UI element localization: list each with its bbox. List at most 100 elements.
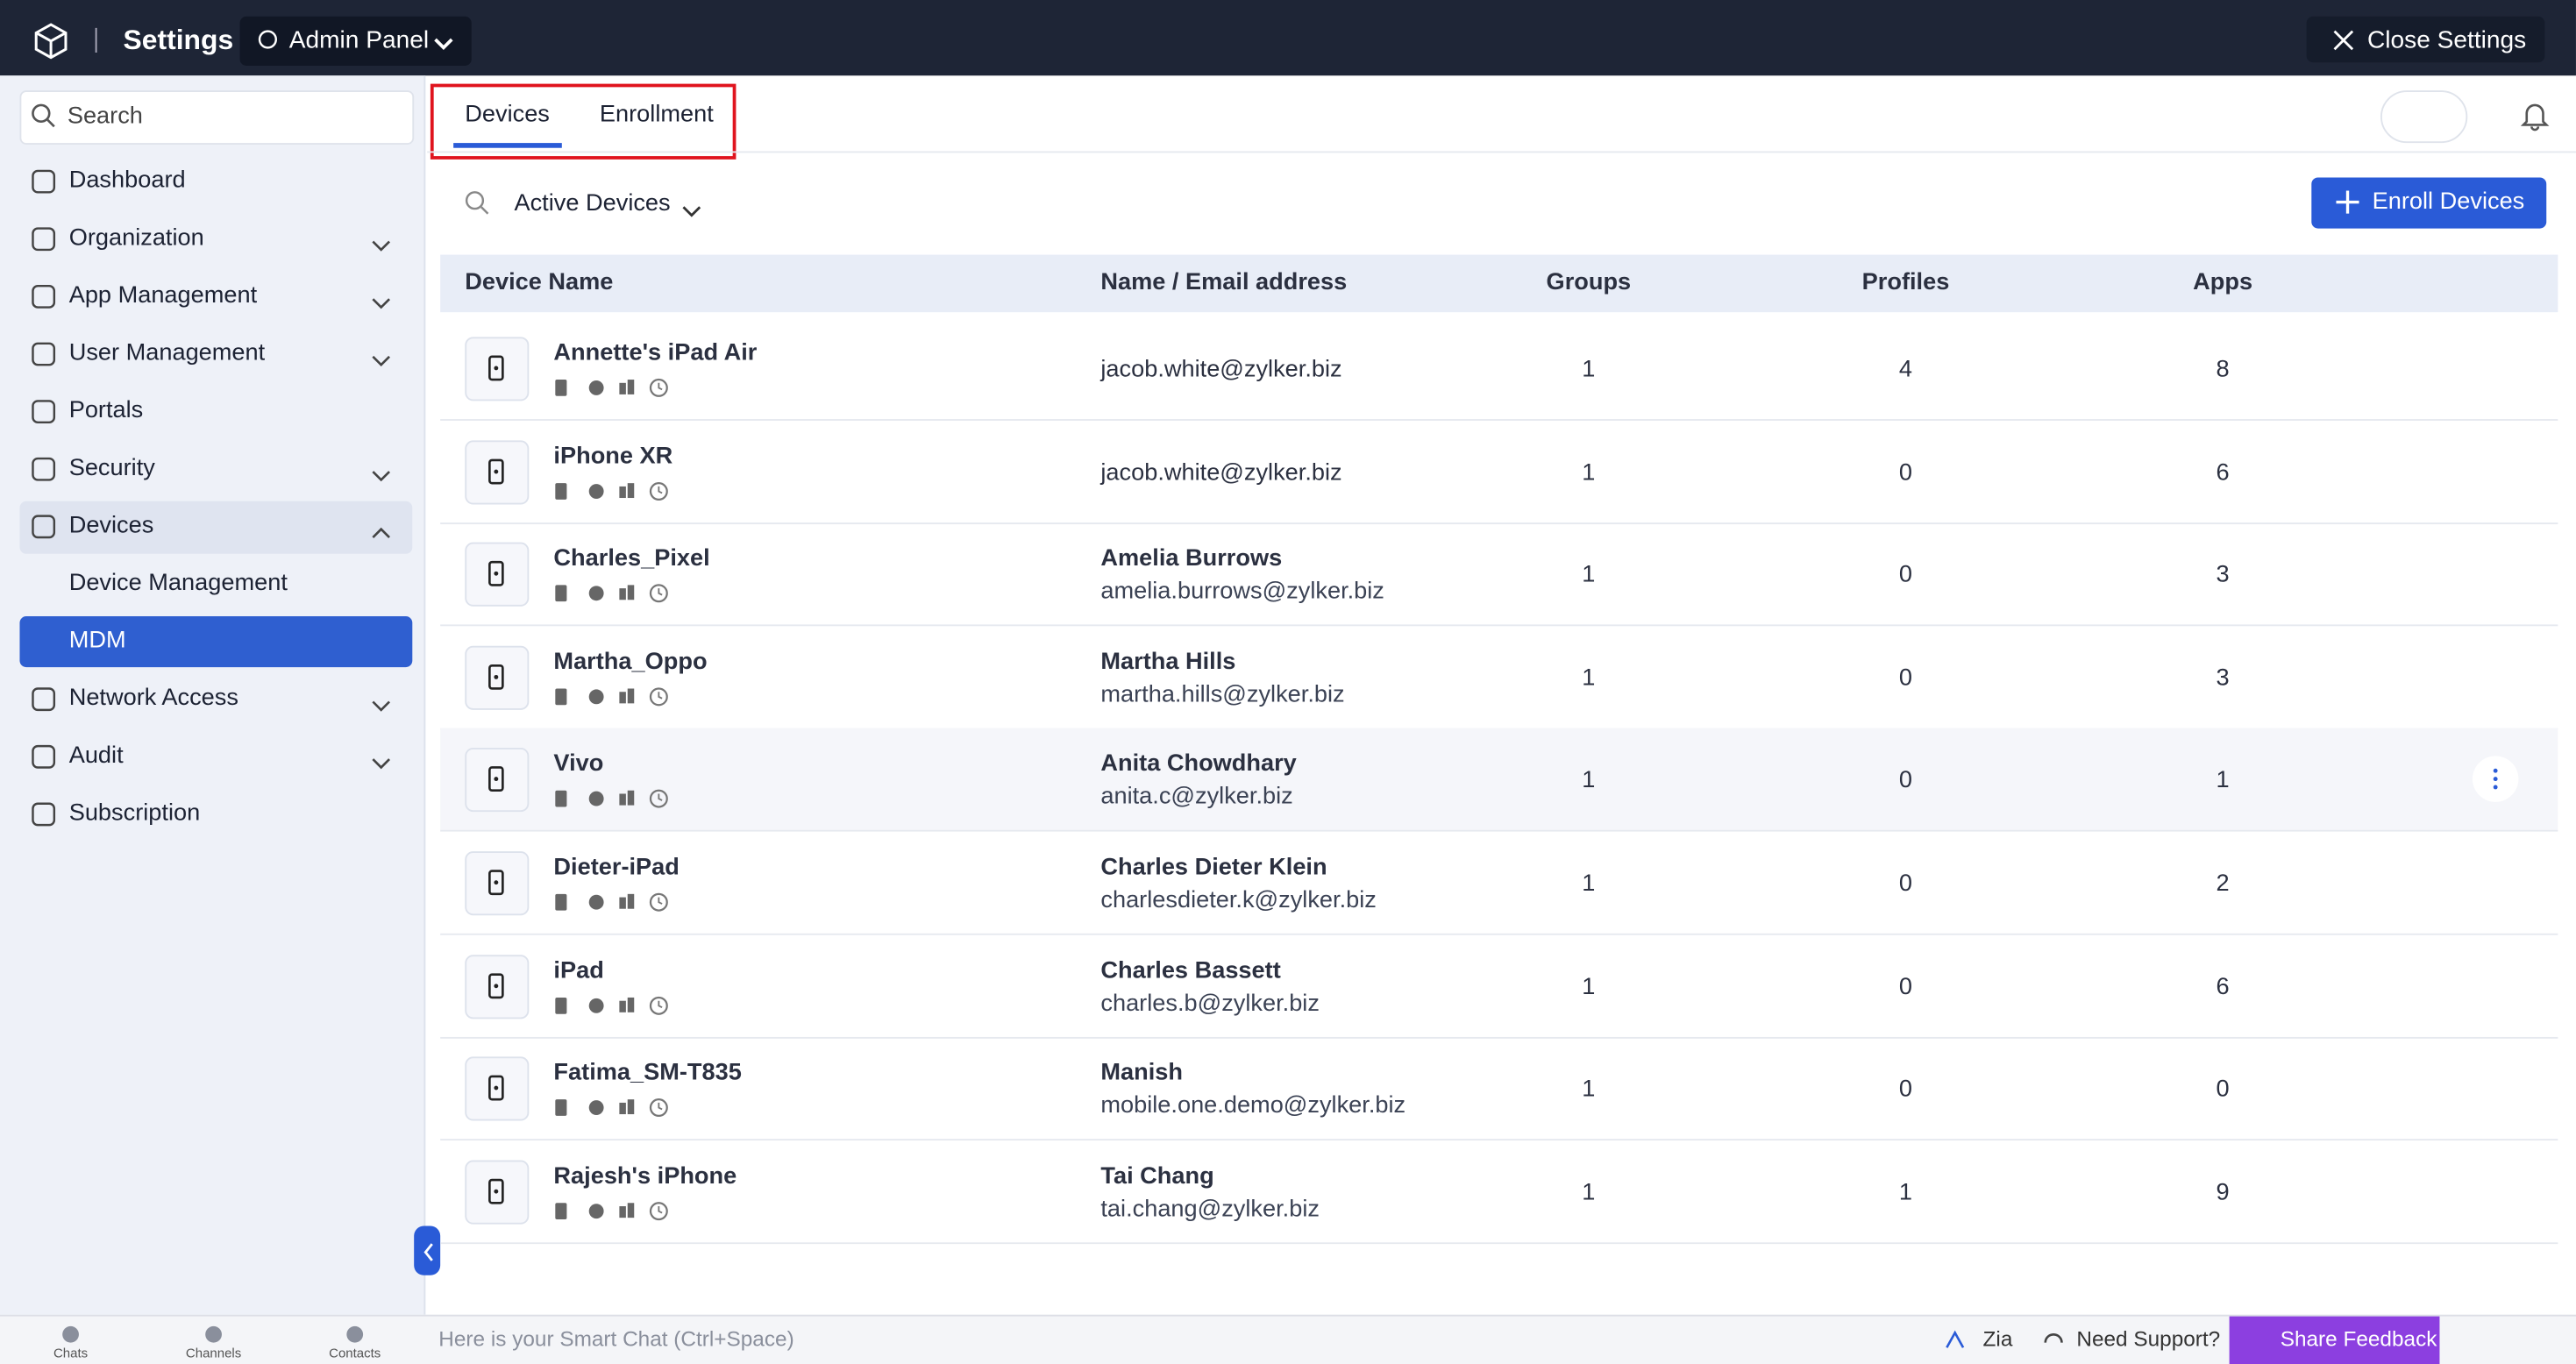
collapse-chevron <box>423 1240 436 1261</box>
column-header: Device Name <box>465 269 614 296</box>
menu-item[interactable]: Portals <box>68 397 144 424</box>
menu-item[interactable]: Subscription <box>68 799 201 827</box>
active-group <box>19 501 413 554</box>
chevron <box>434 32 453 51</box>
plus-icon <box>2336 190 2359 214</box>
row-divider <box>440 1139 2558 1141</box>
device-icon <box>487 561 504 587</box>
row-divider <box>440 1036 2558 1039</box>
tab-highlight <box>430 83 737 160</box>
device-name[interactable]: Fatima_SM-T835 <box>553 1060 742 1087</box>
cell-profiles: 1 <box>1898 1179 1913 1206</box>
tab-underline <box>453 143 562 148</box>
row-divider <box>440 830 2558 833</box>
device-icon <box>487 1075 504 1101</box>
menu-item[interactable]: Audit <box>68 742 124 770</box>
cell-groups: 1 <box>1582 1076 1596 1104</box>
cell-profiles: 0 <box>1898 459 1913 487</box>
footer-app-icon <box>59 1323 82 1343</box>
status-icons <box>553 993 672 1015</box>
device-icon <box>487 766 504 792</box>
panel-button[interactable] <box>239 16 472 66</box>
chat-icon-button[interactable] <box>2380 90 2468 144</box>
menu-item[interactable]: App Management <box>68 282 258 309</box>
app-title: Settings <box>123 25 234 56</box>
owner-name: Martha Hills <box>1100 649 1236 676</box>
cell-groups: 1 <box>1582 664 1596 692</box>
submenu-item[interactable]: Device Management <box>68 570 288 597</box>
menu-icon <box>32 400 56 424</box>
menu-item[interactable]: Organization <box>68 224 204 252</box>
cell-apps: 9 <box>2216 1179 2230 1206</box>
cell-apps: 2 <box>2216 870 2230 898</box>
cell-groups: 1 <box>1582 459 1596 487</box>
submenu-item[interactable]: MDM <box>68 628 126 655</box>
owner-email: mobile.one.demo@zylker.biz <box>1100 1093 1406 1120</box>
logo <box>34 23 68 60</box>
cell-groups: 1 <box>1582 768 1596 795</box>
device-name[interactable]: Vivo <box>553 751 604 778</box>
cell-groups: 1 <box>1582 973 1596 1000</box>
cell-profiles: 0 <box>1898 973 1913 1000</box>
cell-profiles: 0 <box>1898 768 1913 795</box>
zia[interactable]: Zia <box>1982 1325 2013 1352</box>
feedback-button[interactable] <box>2229 1316 2440 1364</box>
cell-apps: 6 <box>2216 459 2230 487</box>
owner-email: amelia.burrows@zylker.biz <box>1100 579 1384 606</box>
device-name[interactable]: Rajesh's iPhone <box>553 1162 737 1190</box>
cell-profiles: 0 <box>1898 664 1913 692</box>
filter-search-icon <box>465 190 489 215</box>
chevron <box>371 289 390 309</box>
menu-item[interactable]: Network Access <box>68 685 238 712</box>
device-name[interactable]: Martha_Oppo <box>553 649 708 676</box>
device-icon <box>487 972 504 998</box>
search-box[interactable] <box>19 90 415 145</box>
menu-item[interactable]: Security <box>68 455 155 482</box>
menu-icon <box>32 515 56 539</box>
column-header: Groups <box>1546 269 1632 296</box>
support-icon <box>2042 1328 2065 1351</box>
device-name[interactable]: iPad <box>553 957 604 984</box>
cell-apps: 0 <box>2216 1076 2230 1104</box>
footer-app[interactable]: Contacts <box>329 1346 381 1361</box>
close-icon <box>2333 30 2354 51</box>
owner-name: Anita Chowdhary <box>1100 751 1297 778</box>
owner-email: jacob.white@zylker.biz <box>1100 356 1342 383</box>
device-name[interactable]: iPhone XR <box>553 443 673 470</box>
menu-item[interactable]: Dashboard <box>68 167 186 195</box>
device-icon <box>487 664 504 690</box>
device-name[interactable]: Dieter-iPad <box>553 854 680 881</box>
footer-app[interactable]: Chats <box>53 1346 89 1361</box>
chat-input[interactable]: Here is your Smart Chat (Ctrl+Space) <box>438 1325 794 1352</box>
device-name[interactable]: Charles_Pixel <box>553 545 710 572</box>
kebab <box>2492 768 2498 791</box>
panel-label[interactable]: Admin Panel <box>288 25 430 54</box>
column-header: Apps <box>2193 269 2253 296</box>
device-icon <box>487 870 504 896</box>
owner-email: charles.b@zylker.biz <box>1100 990 1320 1017</box>
column-header: Name / Email address <box>1100 269 1348 296</box>
close-label[interactable]: Close Settings <box>2367 25 2527 54</box>
tab[interactable]: Enrollment <box>599 102 714 129</box>
device-icon <box>487 355 504 381</box>
close-button[interactable] <box>2306 16 2545 63</box>
support[interactable]: Need Support? <box>2076 1325 2221 1352</box>
menu-item[interactable]: User Management <box>68 340 266 367</box>
device-name[interactable]: Annette's iPad Air <box>553 340 758 367</box>
menu-icon <box>32 457 56 481</box>
filter[interactable]: Active Devices <box>514 190 671 217</box>
tab[interactable]: Devices <box>465 102 550 129</box>
footer-app[interactable]: Channels <box>185 1346 242 1361</box>
cell-apps: 3 <box>2216 664 2230 692</box>
enroll-label[interactable]: Enroll Devices <box>2372 188 2525 216</box>
menu-icon <box>32 342 56 366</box>
table-header <box>440 254 2558 313</box>
chevron <box>682 197 701 217</box>
feedback-label[interactable]: Share Feedback <box>2280 1325 2437 1352</box>
menu-item[interactable]: Devices <box>68 512 154 539</box>
bell-icon[interactable] <box>2518 98 2551 131</box>
owner-email: anita.c@zylker.biz <box>1100 784 1293 811</box>
search-placeholder[interactable]: Search <box>67 103 143 131</box>
